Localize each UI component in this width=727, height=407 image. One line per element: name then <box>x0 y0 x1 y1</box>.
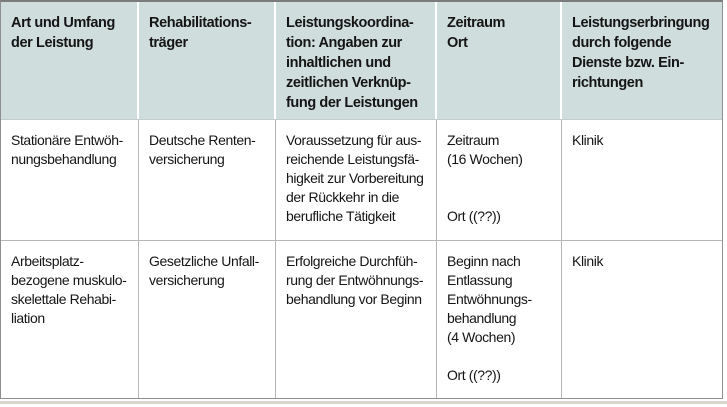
table-row: Arbeitsplatz- bezogene muskulo- skeletta… <box>1 240 722 398</box>
cell-leistungskoordination: Erfolgreiche Durchfüh- rung der Entwöhnu… <box>276 240 437 398</box>
cell-rehabilitationstraeger: Deutsche Renten- versicherung <box>139 120 276 240</box>
header-cell-leistungserbringung: Leistungserbringung durch folgende Diens… <box>572 15 710 91</box>
rehab-services-table: Art und Umfang der Leistung Rehabilitati… <box>0 0 723 399</box>
cell-rehabilitationstraeger: Gesetzliche Unfall- versicherung <box>139 240 276 398</box>
cell-art-und-umfang: Arbeitsplatz- bezogene muskulo- skeletta… <box>1 240 139 398</box>
header-cell-rehabilitationstraeger: Rehabilitations- träger <box>139 2 276 119</box>
cell-leistungserbringung: Klinik <box>572 132 604 148</box>
table-header-row: Art und Umfang der Leistung Rehabilitati… <box>1 2 722 120</box>
table-row: Stationäre Entwöh- nungsbehandlung Deuts… <box>1 120 722 240</box>
cell-leistungskoordination: Voraussetzung für aus- reichende Leistun… <box>276 120 437 240</box>
cell-leistungserbringung: Klinik <box>562 240 722 398</box>
header-cell-zeitraum-ort: Zeitraum Ort <box>437 2 562 119</box>
cell-art-und-umfang: Stationäre Entwöh- nungsbehandlung <box>1 120 139 240</box>
header-cell-art-und-umfang: Art und Umfang der Leistung <box>1 2 139 119</box>
page-divider-rule <box>0 401 727 404</box>
cell-zeitraum-ort: Beginn nach Entlassung Entwöhnungs- beha… <box>437 240 562 398</box>
cell-zeitraum-ort: Zeitraum (16 Wochen) Ort ((??)) <box>437 120 562 240</box>
header-cell-leistungskoordination: Leistungskoordina- tion: Angaben zur inh… <box>276 2 437 119</box>
